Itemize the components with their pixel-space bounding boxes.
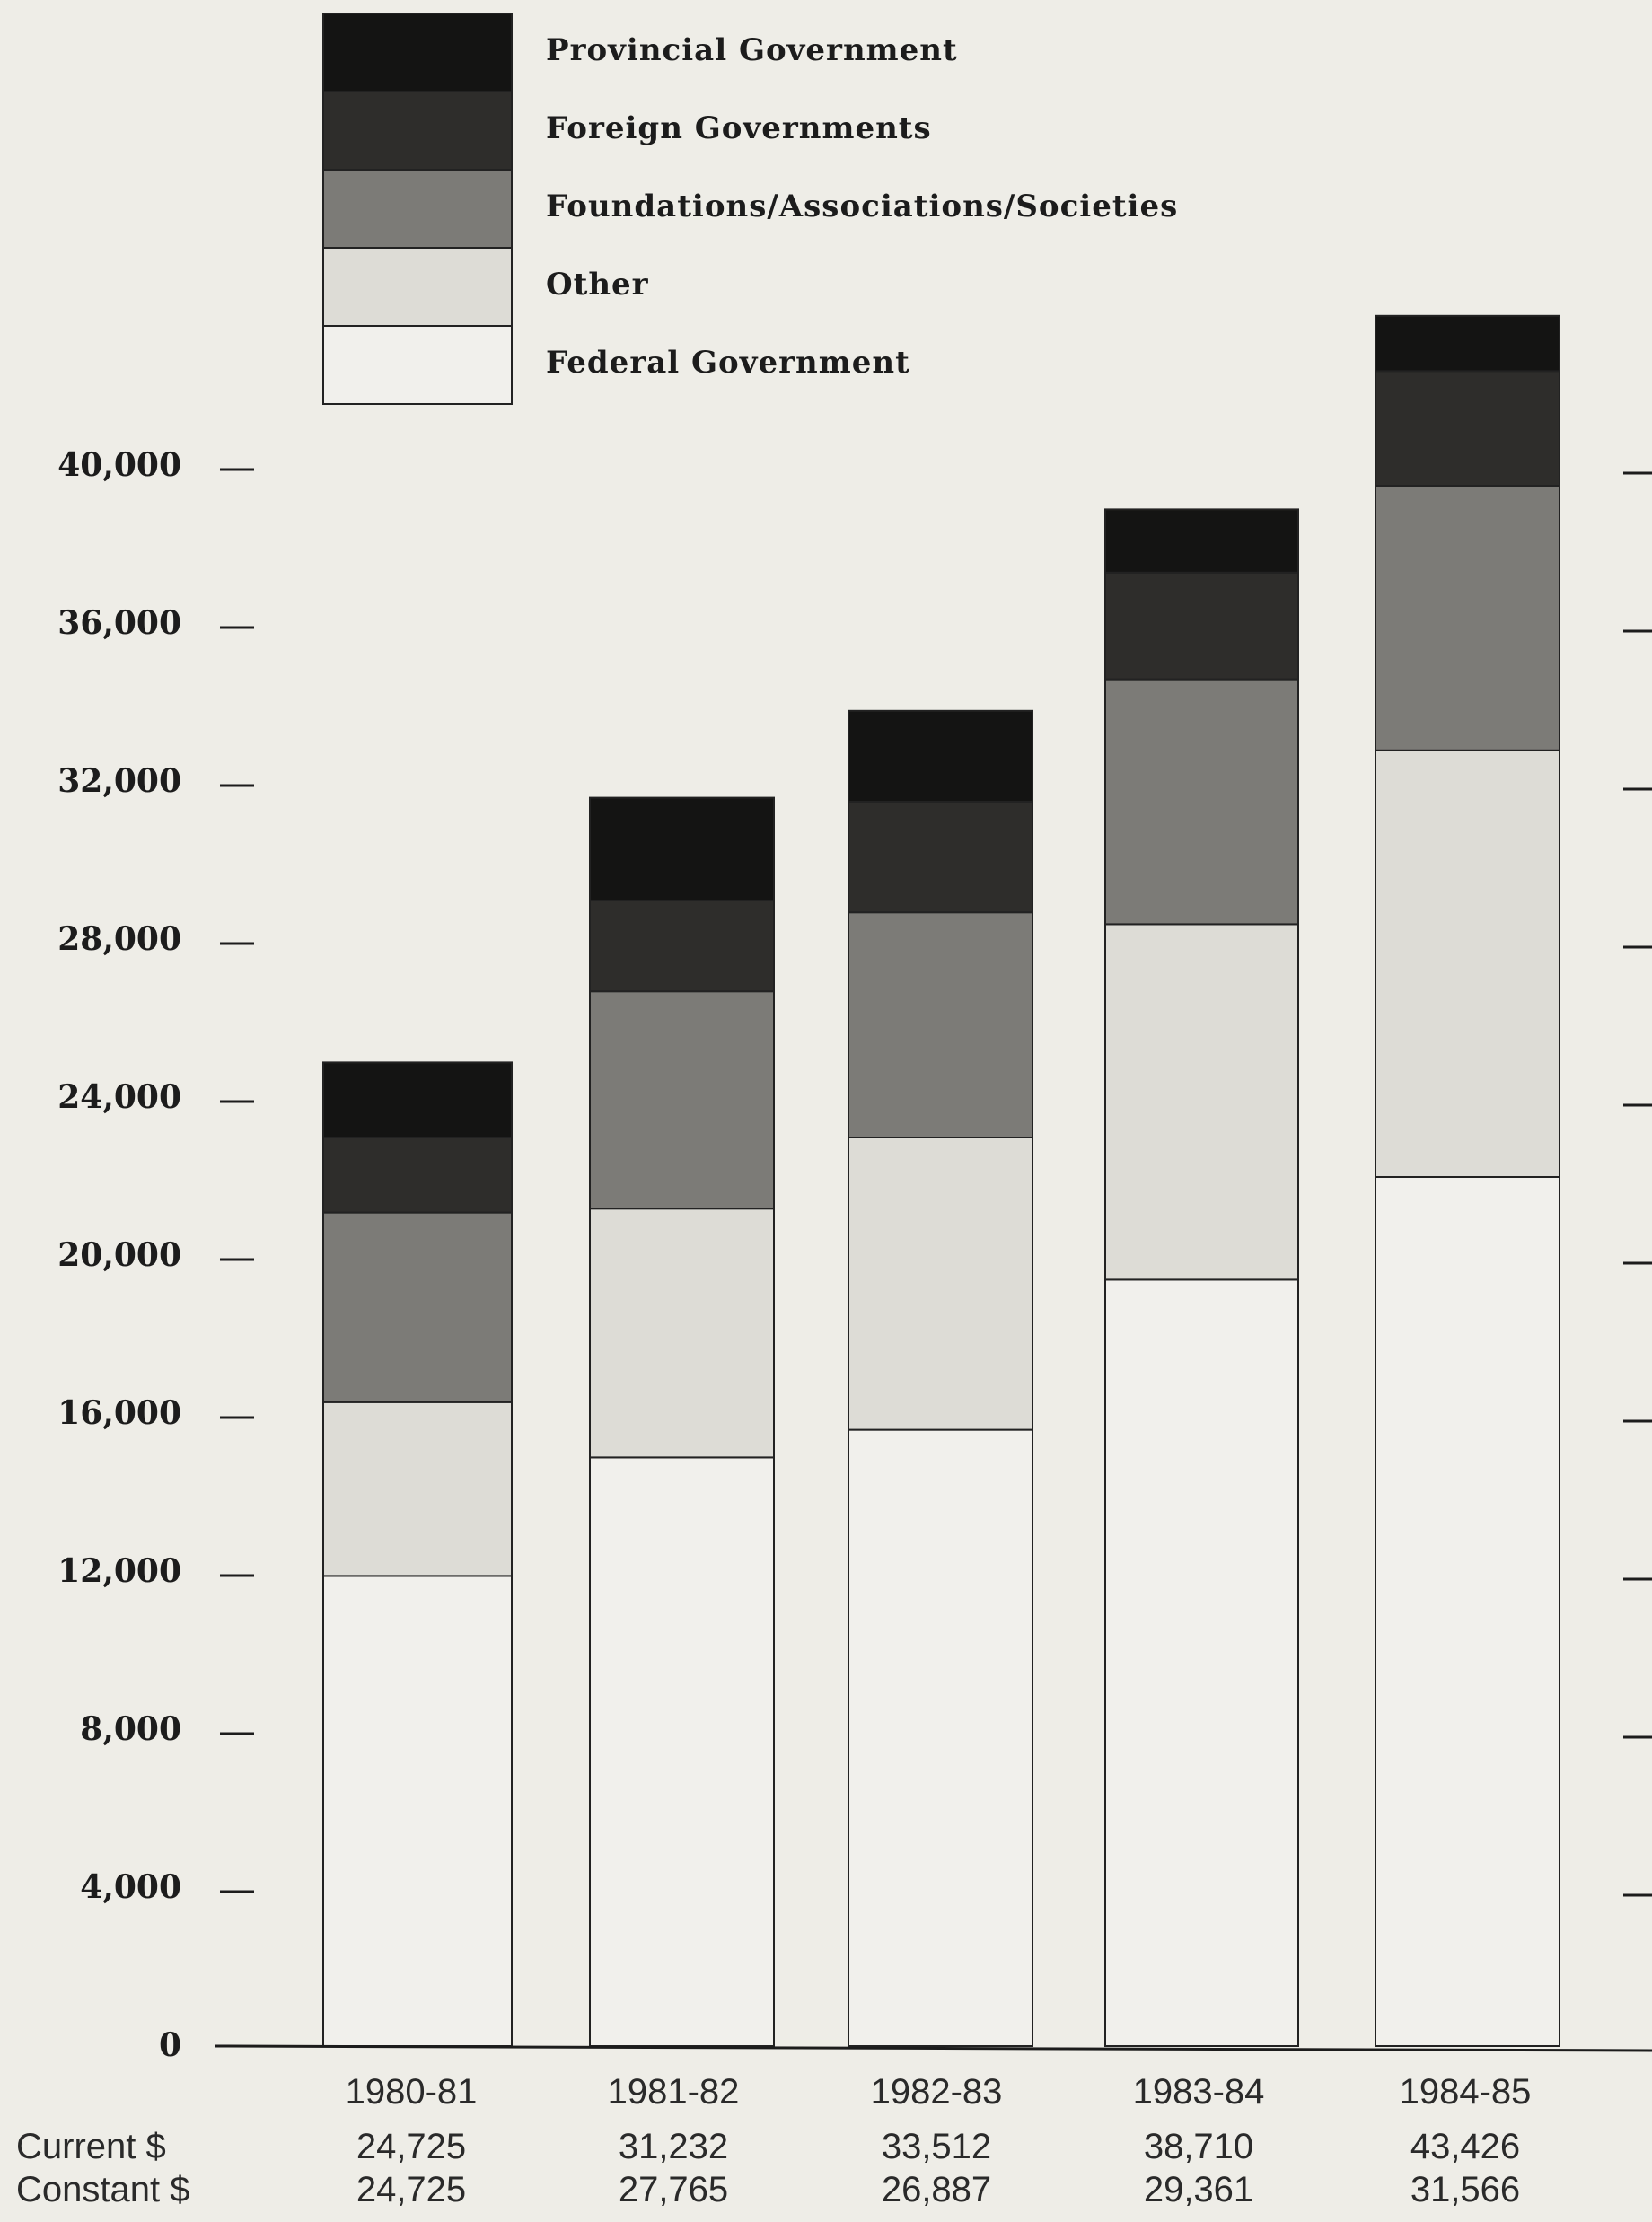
y-tick-label: 24,000 bbox=[57, 1078, 181, 1116]
y-tick-label: 16,000 bbox=[57, 1394, 181, 1432]
bar-segment-foreign-governments bbox=[848, 801, 1033, 914]
bar-segment-other bbox=[1375, 749, 1560, 1178]
y-tick-label: 12,000 bbox=[57, 1552, 181, 1590]
y-axis: 0 4,000 8,000 12,000 16,000 20,000 24,000 28,00… bbox=[57, 446, 254, 2064]
legend-swatch-foundations-associations-societies bbox=[322, 169, 513, 249]
bar-segment-provincial-government bbox=[1104, 508, 1299, 574]
table-cell: 38,710 bbox=[1144, 2127, 1253, 2166]
legend-label: Foreign Governments bbox=[546, 110, 932, 146]
bar-segment-provincial-government bbox=[589, 796, 775, 901]
x-tick-label: 1984-85 bbox=[1400, 2072, 1532, 2112]
y-tick-label: 40,000 bbox=[57, 446, 181, 484]
bar-segment-foundations-associations-societies bbox=[1375, 485, 1560, 751]
bar-1980-81 bbox=[322, 1061, 513, 2047]
table-cell: 43,426 bbox=[1410, 2127, 1520, 2166]
legend: Provincial Government Foreign Governments… bbox=[322, 13, 1178, 405]
y-tick-label: 20,000 bbox=[57, 1236, 181, 1274]
x-axis-baseline bbox=[215, 2044, 1652, 2052]
bar-segment-provincial-government bbox=[848, 709, 1033, 803]
y-tick-label: 36,000 bbox=[57, 604, 181, 642]
legend-label: Other bbox=[546, 267, 649, 303]
values-table: Current $ 24,725 31,232 33,512 38,710 43,426 C… bbox=[16, 2127, 1520, 2209]
x-axis-category-labels: 1980-81 1981-82 1982-83 1983-84 1984-85 bbox=[346, 2072, 1532, 2112]
legend-label: Foundations/Associations/Societies bbox=[546, 189, 1178, 224]
legend-swatch-federal-government bbox=[322, 325, 513, 405]
bar-segment-federal-government bbox=[589, 1456, 775, 2047]
bar-1981-82 bbox=[589, 796, 775, 2047]
x-tick-label: 1980-81 bbox=[346, 2072, 478, 2112]
y-tick-label: 32,000 bbox=[57, 762, 181, 800]
bar-segment-foreign-governments bbox=[322, 1137, 513, 1214]
bar-segment-foundations-associations-societies bbox=[322, 1211, 513, 1403]
table-cell: 31,232 bbox=[619, 2127, 728, 2166]
table-cell: 26,887 bbox=[882, 2170, 991, 2209]
bar-segment-federal-government bbox=[1375, 1176, 1560, 2047]
bar-segment-provincial-government bbox=[1375, 314, 1560, 373]
x-tick-label: 1981-82 bbox=[608, 2072, 740, 2112]
bar-segment-foundations-associations-societies bbox=[589, 990, 775, 1210]
x-tick-label: 1982-83 bbox=[871, 2072, 1003, 2112]
legend-swatch-foreign-governments bbox=[322, 91, 513, 171]
legend-label: Federal Government bbox=[546, 345, 910, 381]
legend-label: Provincial Government bbox=[546, 32, 958, 68]
bar-segment-other bbox=[848, 1137, 1033, 1431]
bar-1982-83 bbox=[848, 709, 1033, 2047]
bar-segment-other bbox=[322, 1401, 513, 1577]
bar-1984-85 bbox=[1375, 314, 1560, 2047]
bar-segment-foreign-governments bbox=[1104, 571, 1299, 681]
table-cell: 29,361 bbox=[1144, 2170, 1253, 2209]
bar-segment-foundations-associations-societies bbox=[848, 911, 1033, 1139]
bar-segment-federal-government bbox=[848, 1428, 1033, 2047]
table-row-label: Constant $ bbox=[16, 2170, 189, 2209]
bar-segment-provincial-government bbox=[322, 1061, 513, 1139]
bar-segment-other bbox=[589, 1208, 775, 1459]
bar-segment-federal-government bbox=[322, 1575, 513, 2047]
bar-segment-federal-government bbox=[1104, 1278, 1299, 2047]
right-tick-marks bbox=[1623, 471, 1652, 1897]
y-tick-label: 0 bbox=[159, 2026, 181, 2064]
table-row-label: Current $ bbox=[16, 2127, 166, 2166]
bar-segment-other bbox=[1104, 923, 1299, 1281]
table-cell: 24,725 bbox=[356, 2127, 466, 2166]
bar-1983-84 bbox=[1104, 508, 1299, 2047]
y-tick-label: 8,000 bbox=[80, 1710, 181, 1748]
bar-segment-foundations-associations-societies bbox=[1104, 678, 1299, 926]
table-cell: 27,765 bbox=[619, 2170, 728, 2209]
bars bbox=[322, 314, 1560, 2047]
bar-segment-foreign-governments bbox=[589, 900, 775, 993]
table-cell: 31,566 bbox=[1410, 2170, 1520, 2209]
bar-segment-foreign-governments bbox=[1375, 370, 1560, 487]
x-tick-label: 1983-84 bbox=[1133, 2072, 1265, 2112]
y-tick-label: 28,000 bbox=[57, 920, 181, 958]
table-cell: 33,512 bbox=[882, 2127, 991, 2166]
legend-swatch-provincial-government bbox=[322, 13, 513, 92]
legend-swatch-other bbox=[322, 247, 513, 327]
table-cell: 24,725 bbox=[356, 2170, 466, 2209]
y-tick-label: 4,000 bbox=[80, 1868, 181, 1906]
